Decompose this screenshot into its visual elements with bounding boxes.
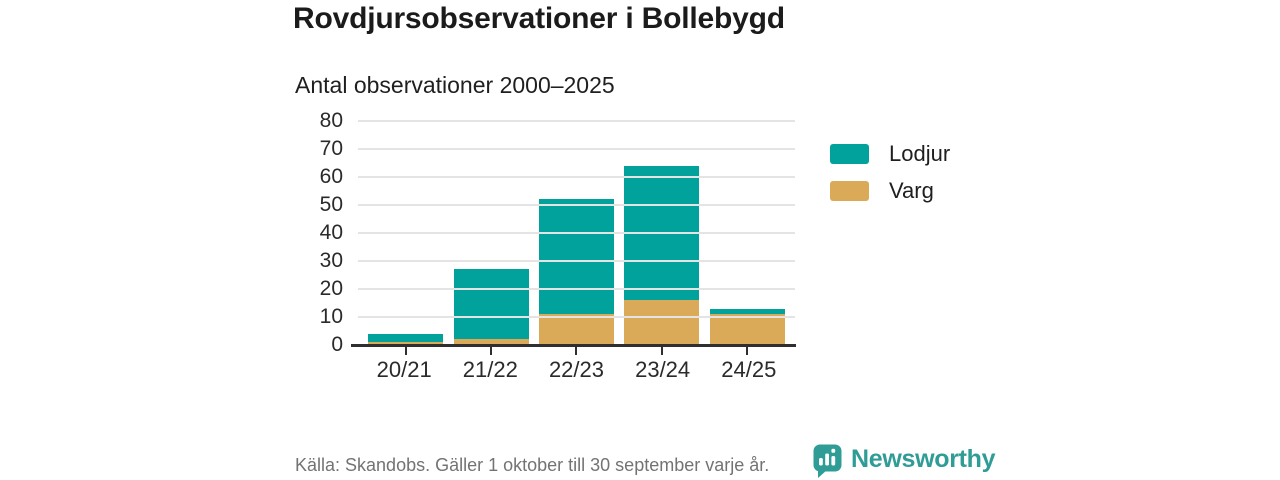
plot-area — [358, 120, 795, 345]
y-tick-label-10: 10 — [319, 305, 343, 328]
bar-22-23 — [538, 199, 614, 345]
x-tick-label-23-24: 23/24 — [635, 357, 691, 382]
bar-23-24 — [624, 165, 700, 345]
legend-label-lodjur: Lodjur — [889, 141, 951, 166]
bar-segment-lodjur-24-25 — [709, 308, 785, 315]
bar-segment-lodjur-20-21 — [368, 333, 444, 343]
bar-segment-varg-22-23 — [538, 314, 614, 345]
y-axis-labels: 0 10 20 30 40 50 60 70 80 — [283, 109, 343, 356]
bar-24-25 — [709, 308, 785, 345]
x-tick-label-24-25: 24/25 — [721, 357, 777, 382]
legend-swatch-varg — [830, 181, 869, 201]
y-tick-label-40: 40 — [319, 221, 343, 244]
y-tick-label-60: 60 — [319, 165, 343, 188]
bar-segment-varg-21-22 — [453, 339, 529, 345]
newsworthy-wordmark: Newsworthy — [851, 445, 996, 473]
bar-segment-lodjur-22-23 — [538, 199, 614, 315]
chart-subtitle: Antal observationer 2000–2025 — [295, 72, 615, 98]
gridline-20 — [358, 288, 795, 290]
page-title: Rovdjursobservationer i Bollebygd — [293, 2, 785, 35]
y-tick-label-20: 20 — [319, 277, 343, 300]
x-axis-line — [351, 344, 796, 347]
y-tick-label-70: 70 — [319, 137, 343, 160]
x-tick-wrap — [454, 347, 529, 355]
gridline-10 — [358, 316, 795, 318]
gridline-60 — [358, 176, 795, 178]
x-tick-label-21-22: 21/22 — [462, 357, 518, 382]
x-tick-wrap — [624, 347, 699, 355]
newsworthy-logo-icon — [813, 444, 842, 478]
bar-21-22 — [453, 269, 529, 345]
gridline-50 — [358, 204, 795, 206]
plot-wrap: 20/21 21/22 22/23 23/24 24/25 — [351, 120, 796, 382]
bar-20-21 — [368, 333, 444, 345]
legend-item-varg: Varg — [830, 178, 950, 204]
gridline-70 — [358, 148, 795, 150]
x-axis-labels: 20/21 21/22 22/23 23/24 24/25 — [358, 357, 795, 383]
x-tick-wrap — [710, 347, 785, 355]
y-tick-label-30: 30 — [319, 249, 343, 272]
legend-item-lodjur: Lodjur — [830, 141, 950, 167]
x-tick-mark-22-23 — [575, 347, 578, 355]
x-tick-mark-23-24 — [660, 347, 663, 355]
bar-segment-varg-24-25 — [709, 314, 785, 345]
y-tick-label-0: 0 — [331, 333, 343, 356]
y-tick-label-50: 50 — [319, 193, 343, 216]
gridline-80 — [358, 120, 795, 122]
gridline-40 — [358, 232, 795, 234]
bar-segment-lodjur-21-22 — [453, 269, 529, 340]
legend: Lodjur Varg — [830, 141, 950, 215]
x-tick-label-22-23: 22/23 — [548, 357, 604, 382]
x-axis-ticks — [358, 347, 795, 355]
x-tick-mark-24-25 — [746, 347, 749, 355]
bar-segment-varg-20-21 — [368, 342, 444, 345]
x-tick-wrap — [368, 347, 443, 355]
stacked-bar-chart: 0 10 20 30 40 50 60 70 80 20/21 21/22 22/23 23/24 24… — [283, 109, 803, 391]
x-tick-label-20-21: 20/21 — [376, 357, 432, 382]
legend-swatch-lodjur — [830, 144, 869, 164]
legend-label-varg: Varg — [889, 178, 934, 203]
source-note: Källa: Skandobs. Gäller 1 oktober till 3… — [295, 455, 770, 475]
x-tick-mark-21-22 — [490, 347, 493, 355]
x-tick-mark-20-21 — [404, 347, 407, 355]
gridline-30 — [358, 260, 795, 262]
newsworthy-brand: Newsworthy — [813, 444, 996, 478]
x-tick-wrap — [539, 347, 614, 355]
y-tick-label-80: 80 — [319, 109, 343, 132]
bar-segment-varg-23-24 — [624, 300, 700, 345]
